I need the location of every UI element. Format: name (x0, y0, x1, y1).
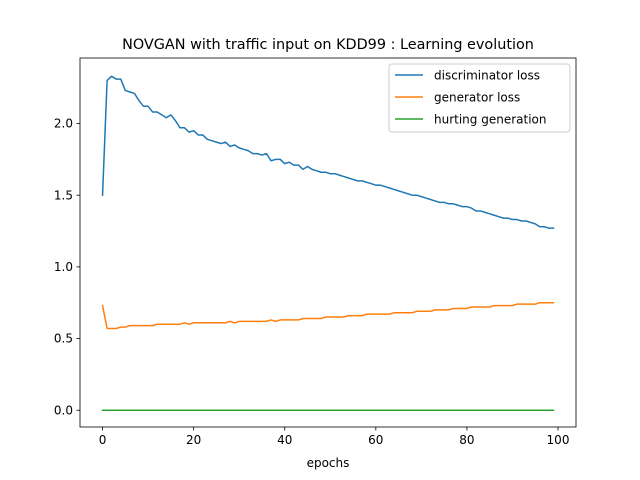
x-tick-label: 100 (547, 433, 570, 447)
series-line-1 (101, 301, 555, 330)
y-tick-label: 2.0 (54, 117, 73, 131)
legend: discriminator loss generator loss hurting … (388, 63, 571, 133)
legend-label: discriminator loss (434, 68, 540, 82)
x-axis-ticks: 0 20 40 60 80 100 (99, 427, 570, 447)
chart-title: NOVGAN with traffic input on KDD99 : Lea… (122, 37, 534, 53)
y-tick-label: 0.0 (54, 403, 73, 417)
series-group (101, 75, 555, 411)
plot-frame (79, 57, 577, 428)
legend-box (388, 63, 571, 133)
y-tick-label: 0.5 (54, 332, 73, 346)
series-line-0 (101, 75, 555, 229)
x-tick-label: 60 (368, 433, 383, 447)
y-tick-label: 1.0 (54, 260, 73, 274)
x-tick-label: 40 (277, 433, 292, 447)
x-axis-label: epochs (307, 456, 350, 470)
legend-label: hurting generation (434, 112, 546, 126)
y-axis-ticks: 0.0 0.5 1.0 1.5 2.0 (54, 117, 80, 417)
x-tick-label: 20 (186, 433, 201, 447)
x-tick-label: 80 (459, 433, 474, 447)
y-tick-label: 1.5 (54, 188, 73, 202)
legend-label: generator loss (434, 90, 520, 104)
x-tick-label: 0 (99, 433, 107, 447)
